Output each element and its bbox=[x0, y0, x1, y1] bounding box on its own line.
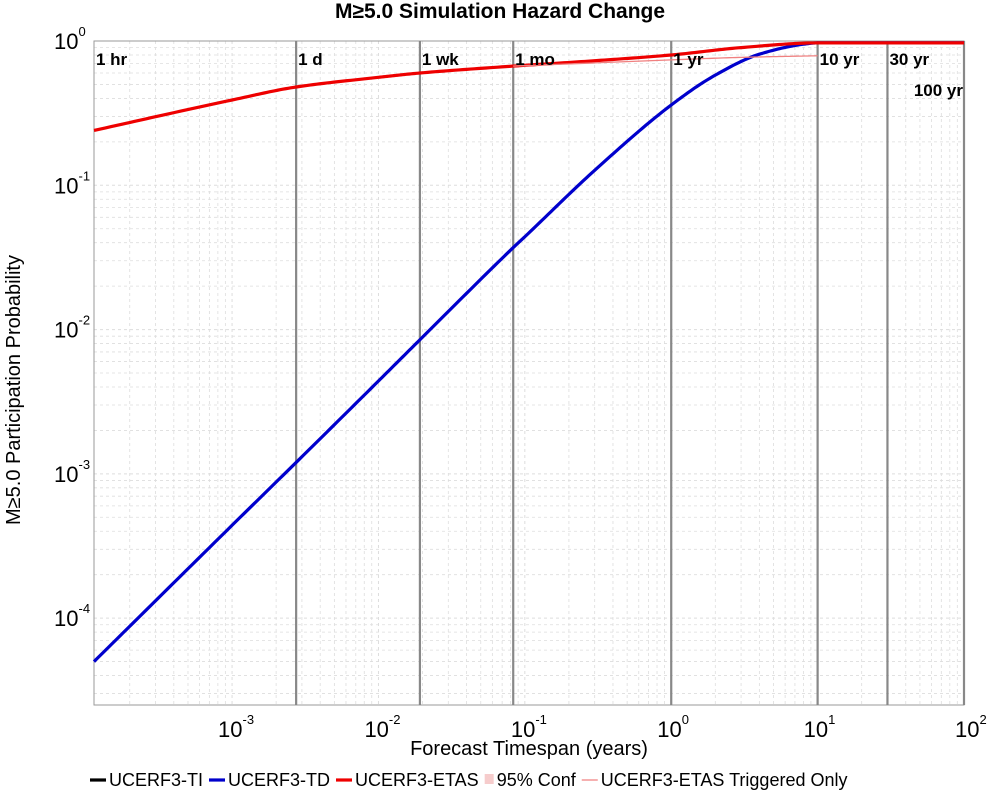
time-marker-label: 1 yr bbox=[673, 50, 704, 69]
time-marker-label: 30 yr bbox=[889, 50, 929, 69]
time-marker-lines bbox=[295, 41, 966, 705]
x-tick-label: 101 bbox=[804, 712, 836, 742]
x-axis-ticks: 10-3 10-2 10-1 100 101 102 bbox=[218, 712, 987, 742]
time-marker-label: 100 yr bbox=[914, 81, 964, 100]
y-tick-label: 100 bbox=[54, 24, 86, 54]
time-marker-label: 1 wk bbox=[422, 50, 459, 69]
legend-label: 95% Conf bbox=[497, 770, 577, 790]
series-lines bbox=[92, 41, 964, 663]
y-tick-label: 10-2 bbox=[54, 313, 90, 343]
time-marker-label: 1 mo bbox=[515, 50, 555, 69]
legend-label: UCERF3-ETAS Triggered Only bbox=[601, 770, 848, 790]
y-axis-label: M≥5.0 Participation Probability bbox=[3, 255, 25, 525]
legend: UCERF3-TI UCERF3-TD UCERF3-ETAS 95% Conf UCE… bbox=[90, 770, 848, 790]
chart-title: M≥5.0 Simulation Hazard Change bbox=[335, 0, 665, 23]
grid bbox=[94, 40, 965, 705]
x-tick-label: 102 bbox=[955, 712, 987, 742]
x-tick-label: 10-2 bbox=[364, 712, 400, 742]
legend-label: UCERF3-TI bbox=[109, 770, 203, 790]
series-line-ucerf3-etas-triggered-only bbox=[513, 55, 818, 67]
y-tick-label: 10-1 bbox=[54, 168, 90, 198]
x-tick-label: 10-1 bbox=[511, 712, 547, 742]
legend-label: UCERF3-TD bbox=[228, 770, 330, 790]
x-tick-label: 10-3 bbox=[218, 712, 254, 742]
time-marker-label: 1 d bbox=[298, 50, 323, 69]
y-tick-label: 10-4 bbox=[54, 601, 90, 631]
time-marker-label: 1 hr bbox=[96, 50, 128, 69]
legend-label: UCERF3-ETAS bbox=[355, 770, 479, 790]
legend-swatch bbox=[484, 774, 494, 784]
time-marker-labels: 1 hr 1 d 1 wk 1 mo 1 yr 10 yr 30 yr 100 yr bbox=[96, 50, 963, 100]
x-tick-label: 100 bbox=[657, 712, 689, 742]
series-line-ucerf3-etas bbox=[93, 41, 964, 132]
time-marker-label: 10 yr bbox=[820, 50, 860, 69]
x-axis-label: Forecast Timespan (years) bbox=[410, 738, 648, 760]
y-axis-ticks: 100 10-1 10-2 10-3 10-4 bbox=[54, 24, 90, 631]
y-tick-label: 10-3 bbox=[54, 457, 90, 487]
